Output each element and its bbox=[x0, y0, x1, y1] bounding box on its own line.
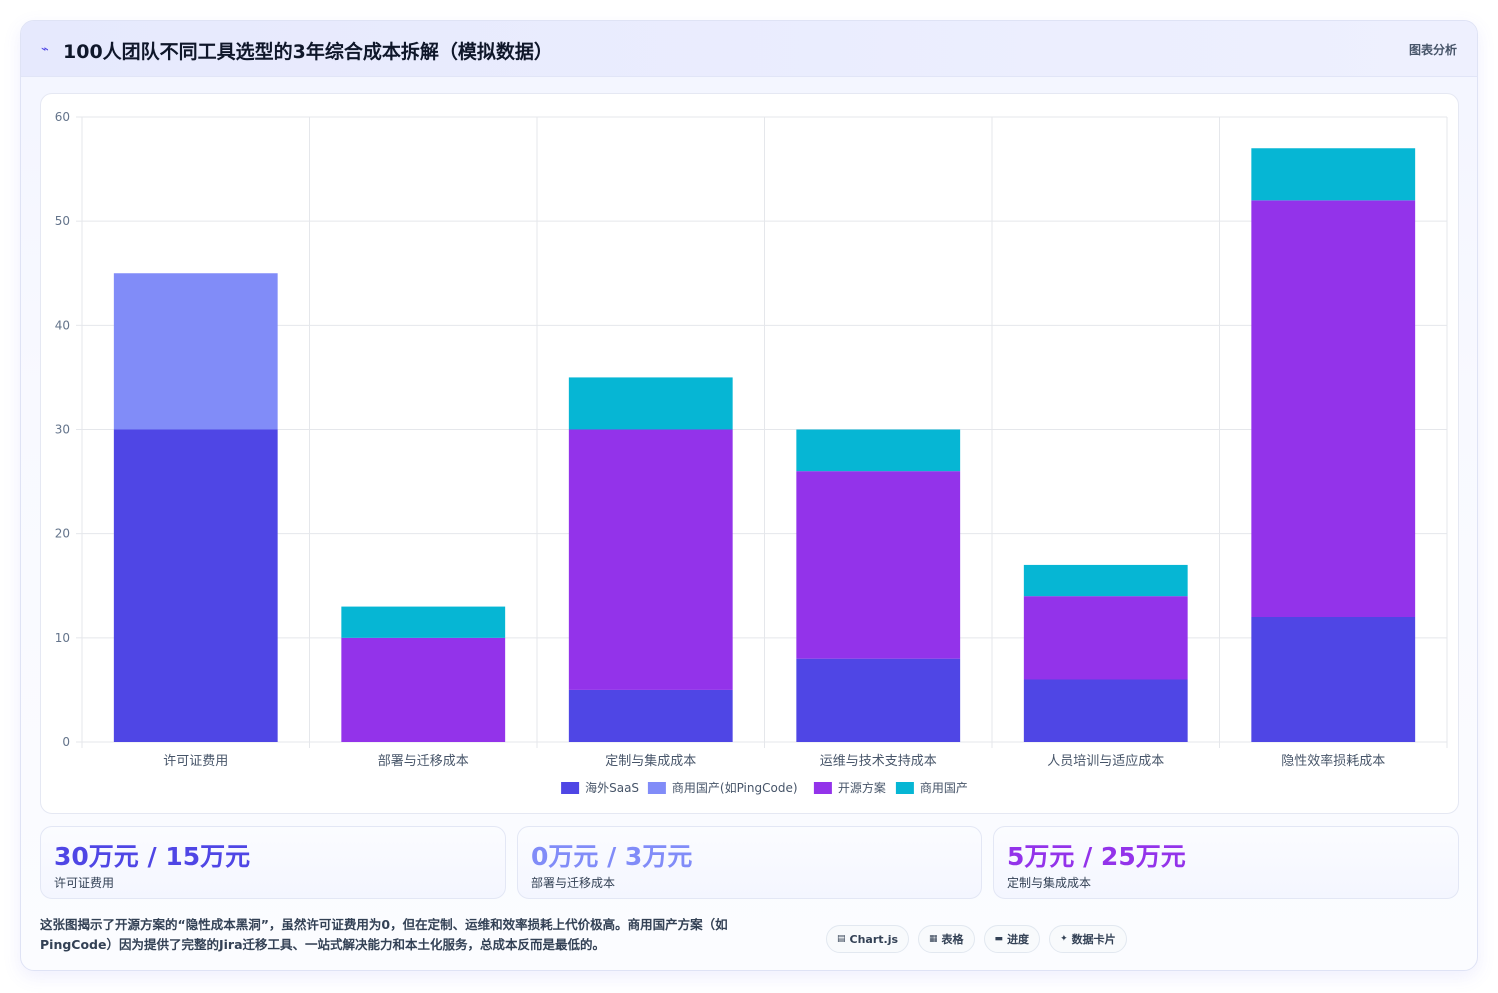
stat-value: 0万元 / 3万元 bbox=[531, 842, 693, 871]
y-tick-label: 50 bbox=[55, 214, 70, 228]
bar-segment bbox=[1023, 679, 1188, 742]
bar-segment bbox=[1251, 200, 1416, 617]
tag-data-card[interactable]: ✦ 数据卡片 bbox=[1049, 925, 1127, 953]
bar-segment bbox=[1251, 617, 1416, 742]
bar-segment bbox=[341, 637, 506, 742]
stat-card-license: 30万元 / 15万元 许可证费用 bbox=[40, 826, 506, 899]
bar-segment bbox=[341, 606, 506, 638]
stat-value: 30万元 / 15万元 bbox=[54, 842, 251, 871]
tag-table[interactable]: ▦ 表格 bbox=[918, 925, 975, 953]
tag-label: Chart.js bbox=[849, 932, 899, 946]
chart-icon: ▤ bbox=[837, 934, 846, 944]
y-tick-label: 40 bbox=[55, 318, 70, 332]
stat-card-customization: 5万元 / 25万元 定制与集成成本 bbox=[993, 826, 1459, 899]
bar-segment bbox=[1251, 148, 1416, 201]
bar-segment bbox=[568, 429, 733, 690]
legend-label: 商用国产 bbox=[920, 780, 968, 795]
legend-swatch bbox=[813, 782, 832, 794]
bar-segment bbox=[796, 429, 961, 472]
legend-swatch bbox=[561, 782, 580, 794]
stacked-bar-chart: 0 10 20 30 40 50 60 许可证费用 部署与迁移成本 定制与集成成本 运维与技术支持成… bbox=[55, 110, 1448, 795]
bar-segment bbox=[796, 658, 961, 742]
y-tick-label: 10 bbox=[55, 631, 70, 645]
y-tick-label: 60 bbox=[55, 110, 70, 124]
tag-list: ▤ Chart.js ▦ 表格 ▬ 进度 ✦ 数据卡片 bbox=[826, 925, 1127, 953]
x-tick-label: 部署与迁移成本 bbox=[378, 754, 469, 769]
x-tick-label: 隐性效率损耗成本 bbox=[1281, 753, 1385, 769]
stat-value: 5万元 / 25万元 bbox=[1007, 842, 1186, 871]
legend-label: 开源方案 bbox=[838, 780, 886, 795]
legend-swatch bbox=[895, 782, 914, 794]
tag-progress[interactable]: ▬ 进度 bbox=[983, 925, 1041, 953]
stat-card-deployment: 0万元 / 3万元 部署与迁移成本 bbox=[517, 826, 982, 899]
sparkle-icon: ✦ bbox=[1060, 934, 1068, 944]
bar-segment bbox=[1023, 564, 1188, 597]
bar-segment bbox=[796, 471, 961, 659]
y-tick-label: 0 bbox=[62, 735, 70, 749]
chart-analysis-link[interactable]: 图表分析 bbox=[1408, 43, 1457, 57]
x-tick-label: 定制与集成成本 bbox=[605, 753, 696, 769]
chart-card: ⌁ 100人团队不同工具选型的3年综合成本拆解（模拟数据） 图表分析 0 10 20… bbox=[20, 20, 1478, 971]
bar-segment bbox=[568, 377, 733, 430]
tag-label: 表格 bbox=[941, 933, 964, 946]
card-header: ⌁ 100人团队不同工具选型的3年综合成本拆解（模拟数据） 图表分析 bbox=[21, 21, 1477, 77]
legend-label: 商用国产(如PingCode) bbox=[672, 780, 798, 795]
stat-label: 定制与集成成本 bbox=[1007, 876, 1092, 890]
y-tick-label: 30 bbox=[55, 423, 70, 437]
x-tick-label: 人员培训与适应成本 bbox=[1047, 753, 1164, 769]
progress-icon: ▬ bbox=[994, 934, 1004, 944]
y-tick-label: 20 bbox=[55, 527, 70, 541]
chart-line-icon: ⌁ bbox=[41, 42, 49, 57]
bar-segment bbox=[1023, 596, 1188, 680]
legend-swatch bbox=[647, 782, 666, 794]
legend-label: 海外SaaS bbox=[585, 780, 639, 795]
chart-insight-note: 这张图揭示了开源方案的“隐性成本黑洞”，虽然许可证费用为0，但在定制、运维和效率… bbox=[40, 917, 728, 952]
bar-segment bbox=[568, 689, 733, 742]
chart-title: 100人团队不同工具选型的3年综合成本拆解（模拟数据） bbox=[63, 41, 553, 63]
stat-label: 许可证费用 bbox=[54, 876, 115, 890]
tag-chartjs[interactable]: ▤ Chart.js bbox=[826, 925, 910, 953]
x-tick-label: 许可证费用 bbox=[163, 754, 228, 769]
stat-label: 部署与迁移成本 bbox=[531, 876, 616, 890]
bar-segment bbox=[113, 429, 278, 742]
tag-label: 数据卡片 bbox=[1071, 933, 1116, 946]
chart-panel: 0 10 20 30 40 50 60 许可证费用 部署与迁移成本 定制与集成成本 运维与技术支持成… bbox=[40, 93, 1459, 814]
x-tick-label: 运维与技术支持成本 bbox=[820, 754, 937, 769]
tag-label: 进度 bbox=[1007, 933, 1030, 946]
bar-segment bbox=[113, 273, 278, 430]
table-icon: ▦ bbox=[929, 934, 938, 944]
